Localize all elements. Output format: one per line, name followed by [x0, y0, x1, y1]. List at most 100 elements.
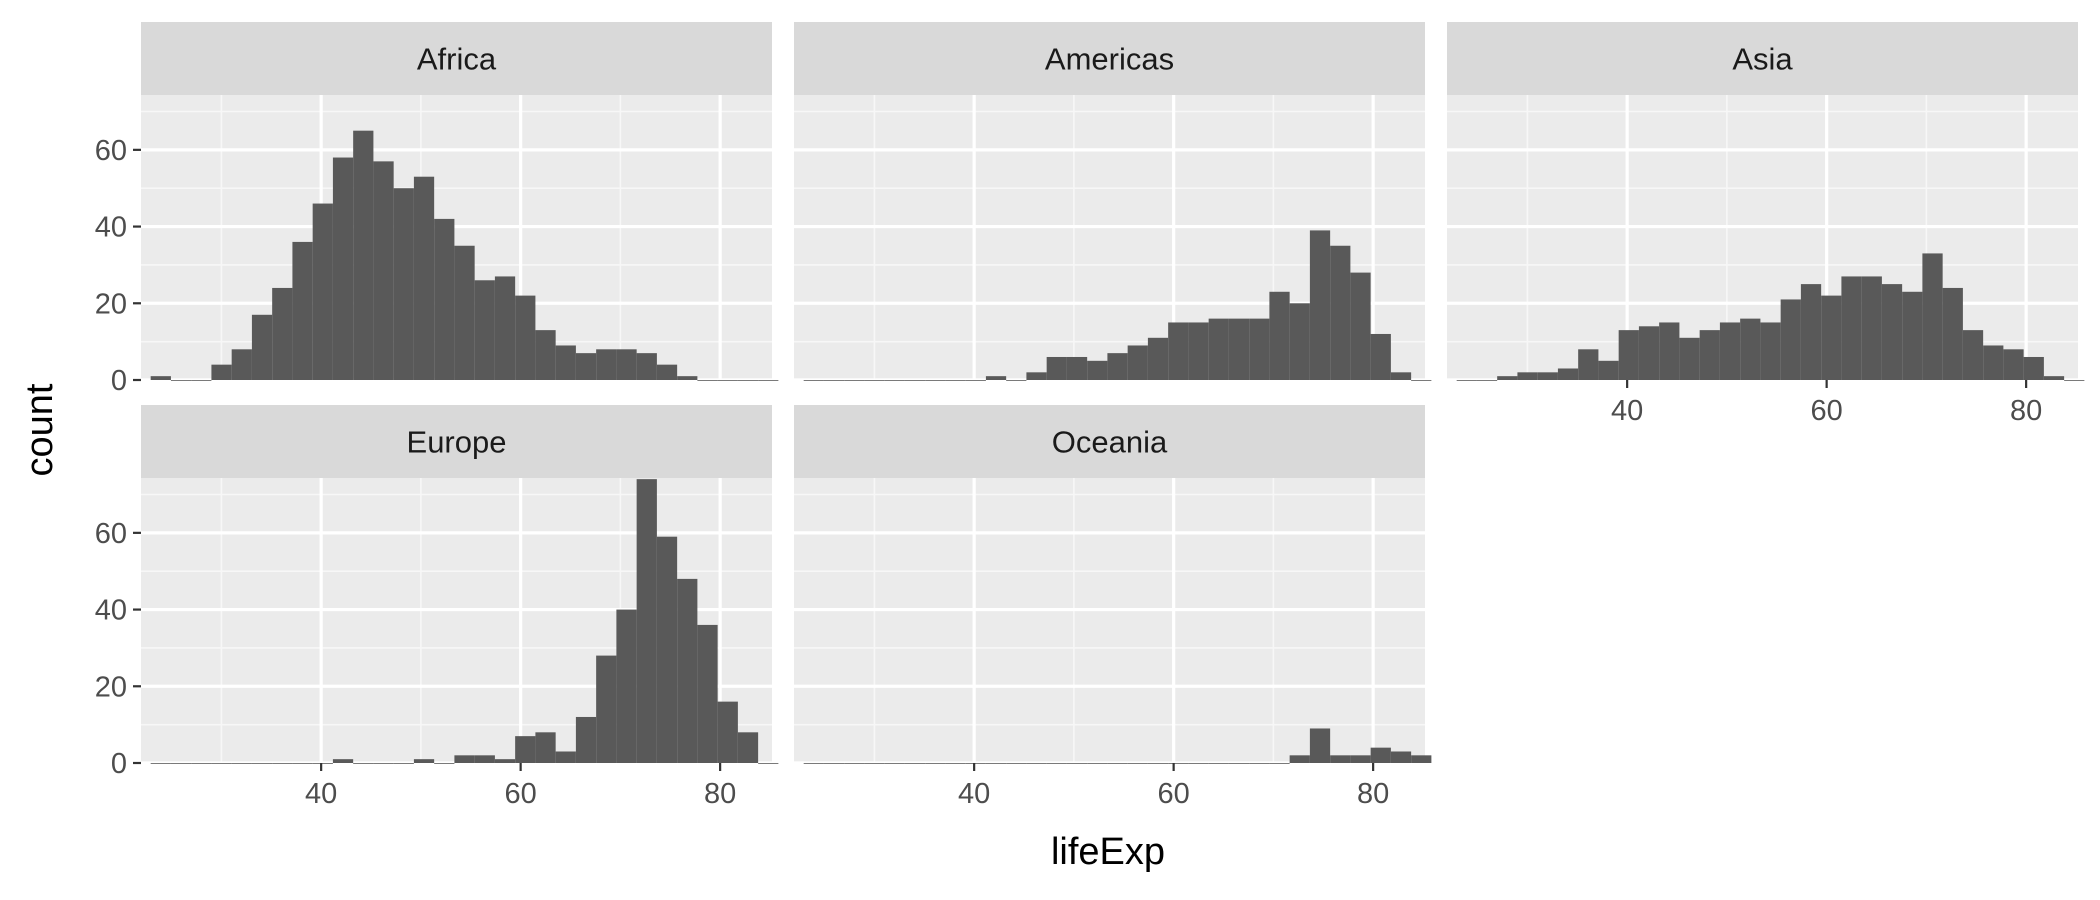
panel-background-oceania [794, 478, 1425, 763]
bar [717, 701, 738, 763]
bar [945, 380, 966, 381]
bar [803, 380, 824, 381]
bar [904, 380, 926, 381]
bar [1168, 763, 1189, 764]
bar [494, 759, 516, 763]
x-tick-label: 80 [704, 778, 736, 810]
bar [1289, 755, 1310, 763]
bar [737, 732, 759, 763]
bar [312, 203, 333, 380]
bar [823, 763, 845, 764]
bar [1578, 349, 1599, 380]
bar [1127, 345, 1148, 380]
bar [596, 655, 617, 763]
bar [1147, 337, 1169, 380]
y-tick-label: 40 [95, 212, 127, 244]
bar [211, 763, 232, 764]
bar [717, 380, 738, 381]
bar [1168, 322, 1189, 380]
bar [844, 380, 865, 381]
bar [434, 763, 455, 764]
bar [803, 763, 824, 764]
bar [1497, 376, 1518, 380]
bar [884, 763, 905, 764]
y-axes: 0 20 40 60 0 20 40 60 [95, 135, 141, 780]
bar [1922, 253, 1943, 380]
x-tick-label: 40 [305, 778, 337, 810]
bar [677, 578, 698, 763]
bar [758, 763, 779, 764]
bar [636, 353, 657, 380]
bar [1289, 303, 1310, 380]
bar [1942, 287, 1963, 380]
bar [864, 380, 885, 381]
facet-strip-europe [141, 405, 772, 478]
bar [1881, 284, 1903, 380]
bar [1390, 751, 1412, 763]
x-tick-label: 80 [2010, 395, 2042, 427]
bar [170, 380, 192, 381]
bar [656, 364, 678, 380]
x-tick-label: 40 [1611, 395, 1643, 427]
bar [1066, 356, 1088, 380]
bar [1350, 755, 1371, 763]
bar [170, 763, 192, 764]
bar [737, 380, 759, 381]
bar [494, 276, 516, 380]
bars-africa [150, 130, 779, 381]
bar [697, 380, 718, 381]
bar [515, 736, 536, 763]
bar [1026, 763, 1047, 764]
bar [1107, 763, 1128, 764]
bar [413, 176, 435, 380]
bar [1679, 337, 1700, 380]
bar [332, 157, 354, 380]
bar [515, 295, 536, 380]
bar [1861, 276, 1882, 380]
bar [292, 241, 313, 380]
bar [1476, 380, 1498, 381]
bar [925, 380, 946, 381]
bar [1188, 763, 1209, 764]
bar [844, 763, 865, 764]
bar [272, 287, 293, 380]
bar [353, 763, 374, 764]
bar [965, 763, 986, 764]
facet-label-europe: Europe [407, 425, 507, 460]
y-axis-row-2: 0 20 40 60 [95, 518, 141, 780]
bar [1309, 230, 1331, 380]
bar [272, 763, 293, 764]
bar [758, 380, 779, 381]
bar [945, 763, 966, 764]
bar [555, 345, 576, 380]
x-tick-label: 60 [1158, 778, 1190, 810]
bar [965, 380, 986, 381]
bar [1699, 330, 1720, 380]
y-tick-label: 20 [95, 288, 127, 320]
y-axis-row-1: 0 20 40 60 [95, 135, 141, 397]
bar [535, 732, 556, 763]
facet-label-asia: Asia [1732, 42, 1793, 77]
y-axis-title: count [19, 383, 61, 476]
bar [535, 330, 556, 380]
bar [373, 763, 394, 764]
bar [1800, 284, 1822, 380]
bar [1208, 763, 1229, 764]
bar [332, 759, 354, 763]
bar [2043, 376, 2065, 380]
bar [1659, 322, 1680, 380]
bar [1006, 380, 1027, 381]
bar [292, 763, 313, 764]
bar [1249, 318, 1270, 380]
facet-strip-asia [1447, 22, 2078, 95]
bar [211, 364, 232, 380]
facet-strip-americas [794, 22, 1425, 95]
bar [2064, 380, 2085, 381]
bar [1537, 372, 1558, 380]
x-tick-label: 60 [1811, 395, 1843, 427]
bar [1618, 330, 1639, 380]
bar [353, 130, 374, 380]
bar [1760, 322, 1781, 380]
facet-oceania: Oceania [794, 405, 1432, 765]
bar [1087, 360, 1108, 380]
